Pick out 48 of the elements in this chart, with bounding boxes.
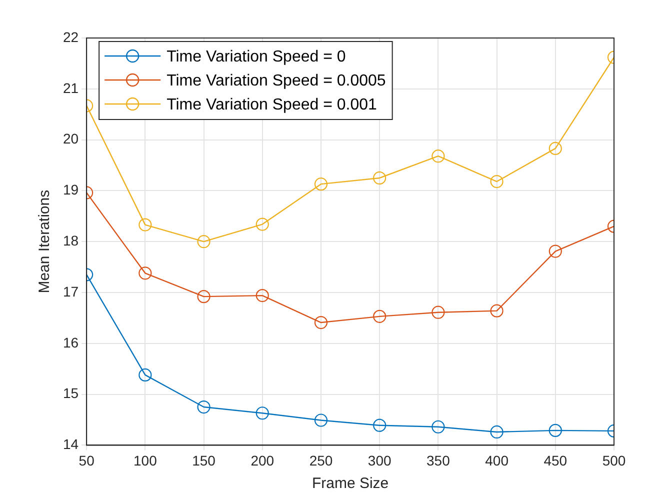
- y-tick-label: 14: [62, 436, 79, 452]
- point: [256, 406, 269, 420]
- x-tick-label: 50: [78, 452, 95, 468]
- point: [432, 306, 445, 319]
- point: [138, 368, 152, 382]
- y-tick-label: 16: [62, 334, 79, 350]
- y-tick-label: 21: [62, 80, 79, 96]
- point: [314, 178, 328, 191]
- point: [432, 150, 445, 163]
- legend-label: Time Variation Speed = 0.001: [166, 96, 378, 114]
- point: [373, 418, 386, 432]
- x-tick-label: 400: [485, 452, 509, 468]
- y-tick-label: 17: [62, 283, 79, 300]
- x-tick-label: 300: [368, 452, 392, 468]
- x-tick-label: 150: [192, 452, 216, 468]
- point: [256, 218, 269, 231]
- point: [373, 171, 386, 185]
- x-tick-label: 500: [602, 452, 626, 468]
- x-tick-label: 200: [250, 452, 274, 468]
- point: [548, 244, 562, 258]
- y-tick-label: 19: [62, 182, 79, 198]
- point: [314, 414, 328, 427]
- x-tick-label: 350: [426, 452, 450, 468]
- y-axis-title: Mean Iterations: [36, 190, 54, 294]
- point: [314, 316, 328, 330]
- x-tick-label: 250: [309, 452, 333, 468]
- point: [548, 424, 562, 437]
- y-tick-label: 18: [62, 232, 79, 248]
- y-tick-label: 15: [62, 385, 79, 402]
- point: [490, 425, 504, 439]
- point: [373, 310, 386, 323]
- legend-label: Time Variation Speed = 0.0005: [166, 72, 386, 90]
- legend-label: Time Variation Speed = 0: [166, 48, 346, 66]
- x-axis-title: Frame Size: [312, 475, 389, 492]
- y-tick-label: 20: [62, 130, 79, 147]
- x-tick-label: 100: [133, 452, 158, 468]
- point: [197, 400, 210, 414]
- point: [548, 142, 562, 156]
- point: [490, 174, 504, 188]
- point: [197, 290, 210, 304]
- point: [138, 266, 152, 280]
- x-tick-label: 450: [544, 452, 568, 468]
- point: [490, 304, 504, 318]
- point: [432, 420, 445, 434]
- point: [138, 218, 152, 232]
- point: [197, 235, 210, 248]
- point: [256, 289, 269, 302]
- y-tick-label: 22: [62, 28, 79, 45]
